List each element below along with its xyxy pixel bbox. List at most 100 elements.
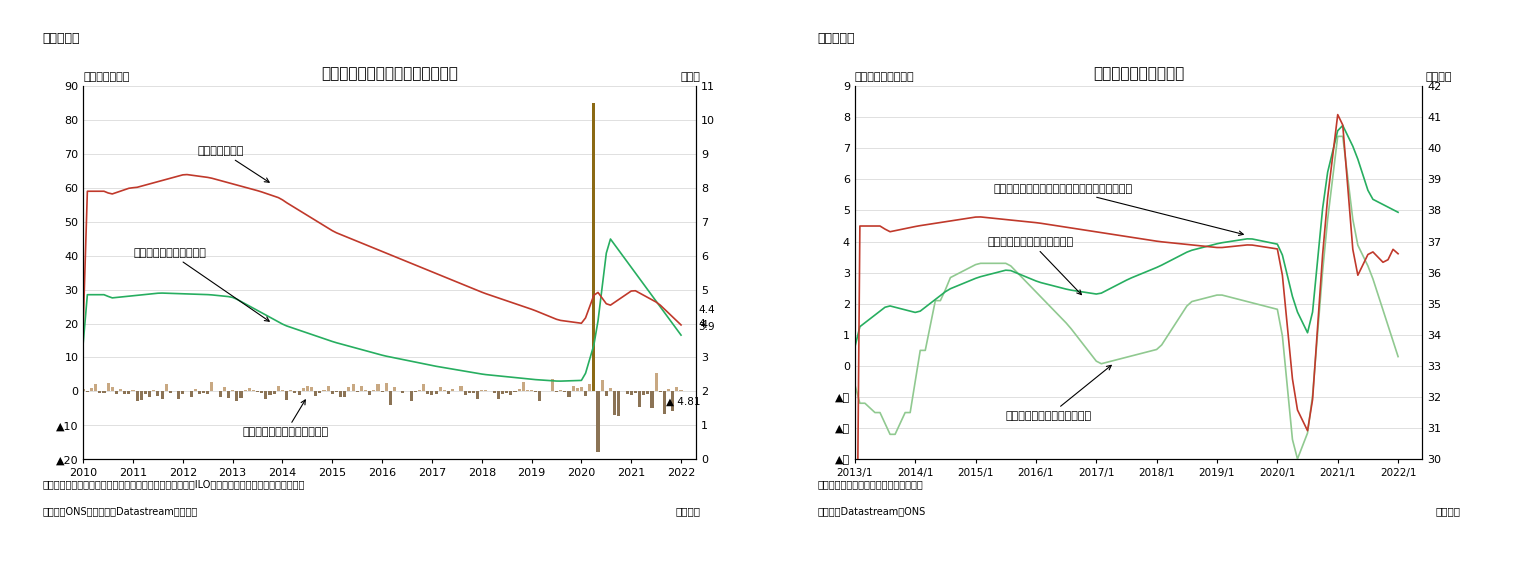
Text: （注）季節調整値、割合＝申請者／（雇用者＋申請者）。ILO基準失業率は後方３か月移動平均。: （注）季節調整値、割合＝申請者／（雇用者＋申請者）。ILO基準失業率は後方３か月… bbox=[42, 479, 304, 489]
Bar bbox=[596, 391, 599, 452]
Bar bbox=[256, 391, 259, 392]
Bar bbox=[584, 391, 587, 396]
Bar bbox=[153, 390, 156, 391]
Text: （資料）ONSのデータをDatastreamより取得: （資料）ONSのデータをDatastreamより取得 bbox=[42, 506, 198, 516]
Bar bbox=[592, 103, 596, 391]
Bar bbox=[443, 390, 446, 391]
Bar bbox=[239, 391, 242, 398]
Bar bbox=[177, 391, 180, 398]
Bar bbox=[315, 391, 318, 395]
Text: （件数、万件）: （件数、万件） bbox=[83, 72, 130, 82]
Bar bbox=[655, 373, 658, 391]
Bar bbox=[517, 389, 520, 391]
Bar bbox=[289, 390, 292, 391]
Bar bbox=[567, 391, 570, 397]
Title: 英国の失業保険申請件数、失業率: 英国の失業保険申請件数、失業率 bbox=[321, 66, 458, 81]
Bar bbox=[334, 391, 337, 392]
Bar bbox=[651, 391, 654, 408]
Text: 週当たり賃金（名目）伸び率: 週当たり賃金（名目）伸び率 bbox=[988, 236, 1082, 294]
Bar bbox=[156, 391, 159, 396]
Bar bbox=[527, 390, 530, 391]
Bar bbox=[268, 391, 272, 395]
Bar bbox=[106, 383, 109, 391]
Bar bbox=[589, 384, 592, 391]
Bar bbox=[194, 389, 197, 391]
Bar bbox=[513, 391, 516, 392]
Bar bbox=[123, 391, 126, 394]
Bar bbox=[410, 391, 413, 401]
Text: 週当たり賃金（実質）伸び率: 週当たり賃金（実質）伸び率 bbox=[1006, 365, 1111, 421]
Bar bbox=[248, 387, 251, 391]
Bar bbox=[510, 391, 513, 395]
Text: （図表２）: （図表２） bbox=[817, 32, 855, 45]
Text: （図表１）: （図表１） bbox=[42, 32, 80, 45]
Bar bbox=[115, 391, 118, 394]
Bar bbox=[463, 391, 466, 395]
Bar bbox=[372, 390, 375, 391]
Bar bbox=[446, 391, 449, 394]
Bar bbox=[613, 391, 616, 415]
Text: 4: 4 bbox=[699, 319, 705, 328]
Text: 3.9: 3.9 bbox=[699, 322, 716, 332]
Bar bbox=[422, 384, 425, 391]
Bar bbox=[560, 390, 563, 391]
Bar bbox=[86, 391, 89, 392]
Bar bbox=[219, 391, 222, 397]
Bar bbox=[227, 391, 230, 398]
Bar bbox=[629, 391, 632, 395]
Bar bbox=[434, 391, 437, 394]
Bar bbox=[301, 388, 304, 391]
Bar bbox=[551, 379, 554, 391]
Bar bbox=[322, 390, 325, 391]
Bar bbox=[480, 390, 483, 391]
Bar bbox=[144, 391, 147, 394]
Bar bbox=[165, 384, 168, 391]
Bar bbox=[501, 391, 504, 394]
Bar bbox=[110, 387, 113, 391]
Bar bbox=[642, 391, 645, 395]
Bar bbox=[160, 391, 163, 398]
Bar bbox=[384, 383, 387, 391]
Bar bbox=[139, 391, 142, 400]
Title: 賃金・労働時間の推移: 賃金・労働時間の推移 bbox=[1092, 66, 1185, 81]
Bar bbox=[672, 391, 675, 412]
Bar bbox=[418, 390, 421, 391]
Bar bbox=[277, 386, 280, 391]
Text: （月次）: （月次） bbox=[1434, 506, 1460, 516]
Bar bbox=[231, 390, 235, 391]
Bar bbox=[496, 391, 499, 398]
Text: （時間）: （時間） bbox=[1425, 72, 1452, 82]
Bar bbox=[310, 387, 313, 391]
Bar bbox=[281, 390, 284, 391]
Bar bbox=[103, 391, 106, 393]
Bar bbox=[222, 387, 225, 391]
Bar bbox=[575, 387, 579, 391]
Bar bbox=[272, 391, 275, 394]
Bar bbox=[439, 387, 442, 391]
Bar bbox=[148, 391, 151, 397]
Bar bbox=[605, 391, 608, 397]
Bar bbox=[539, 391, 542, 401]
Bar bbox=[136, 391, 139, 401]
Bar bbox=[468, 391, 471, 393]
Bar bbox=[368, 391, 371, 395]
Bar bbox=[646, 391, 649, 394]
Bar bbox=[572, 386, 575, 391]
Bar bbox=[493, 391, 496, 393]
Bar bbox=[360, 386, 363, 391]
Bar bbox=[169, 391, 172, 393]
Bar bbox=[365, 390, 368, 391]
Bar bbox=[617, 391, 620, 416]
Bar bbox=[675, 387, 678, 391]
Bar bbox=[472, 391, 475, 393]
Bar bbox=[198, 391, 201, 394]
Bar bbox=[265, 391, 268, 399]
Text: （％）: （％） bbox=[681, 72, 701, 82]
Text: （注）季節調整値、後方３か月移動平均: （注）季節調整値、後方３か月移動平均 bbox=[817, 479, 923, 489]
Bar bbox=[377, 383, 380, 391]
Bar bbox=[638, 391, 642, 408]
Bar bbox=[601, 380, 604, 391]
Bar bbox=[451, 389, 454, 391]
Bar bbox=[82, 389, 85, 391]
Bar bbox=[251, 390, 256, 391]
